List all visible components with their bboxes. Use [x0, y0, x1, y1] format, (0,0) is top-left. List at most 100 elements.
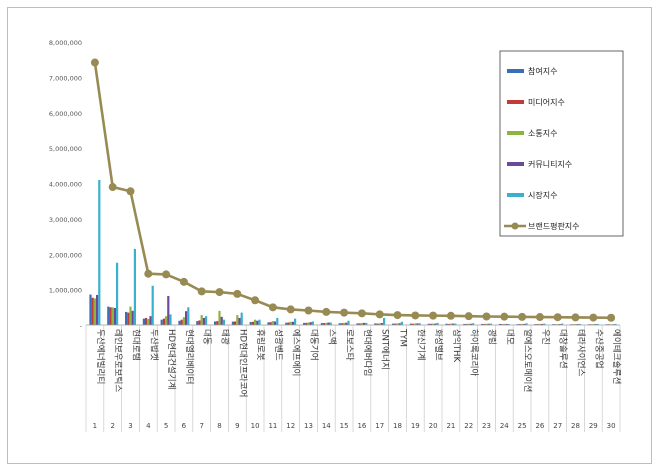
bar [552, 324, 555, 325]
bar [432, 323, 435, 325]
line-point [179, 277, 188, 286]
rank-label: 25 [518, 422, 527, 430]
bar [269, 322, 272, 325]
bar [507, 323, 510, 325]
line-point [233, 289, 242, 298]
rank-label: 21 [446, 422, 455, 430]
bar [596, 323, 599, 325]
rank-label: 26 [535, 422, 544, 430]
line-point [411, 311, 420, 320]
legend-label: 미디어지수 [528, 97, 565, 107]
bar [416, 323, 419, 325]
bar [383, 317, 386, 325]
category-label: 테라사이언스 [576, 329, 588, 377]
bar [180, 319, 183, 325]
bar [145, 317, 148, 325]
bar [414, 323, 417, 325]
bar [483, 323, 486, 325]
bar [541, 323, 544, 325]
bar [254, 319, 257, 325]
legend-swatch [507, 69, 524, 73]
bar [202, 317, 205, 325]
bar [200, 315, 203, 325]
category-label: HD현대건설기계 [166, 329, 178, 390]
bar [521, 323, 524, 325]
line-point [357, 309, 366, 318]
line-point [375, 310, 384, 319]
category-label: 대동 [202, 329, 213, 345]
bar [162, 318, 165, 325]
bar [133, 248, 136, 325]
bar [427, 323, 430, 325]
line-point [429, 311, 438, 320]
category-label: SNT에너지 [380, 329, 391, 370]
bar [149, 316, 152, 325]
line-point [500, 312, 509, 321]
bar [467, 323, 470, 325]
rank-label: 11 [268, 422, 277, 430]
bar [222, 319, 225, 325]
brand-reputation-chart: - 1,000,000 2,000,000 3,000,000 4,000,000 5,0… [49, 39, 624, 432]
y-tick-label: 2,000,000 [49, 251, 82, 259]
category-label: 두산밥캣 [148, 329, 159, 361]
category-label: 현대에버다임 [362, 329, 374, 376]
bar [358, 323, 361, 325]
bar [536, 324, 539, 325]
rank-label: 23 [482, 422, 491, 430]
category-label: 하이록코리아 [469, 329, 480, 377]
bar [256, 320, 259, 325]
bar [345, 322, 348, 325]
line-point [589, 313, 598, 322]
category-label: 대모 [504, 329, 515, 345]
bar [481, 323, 484, 325]
bar [309, 322, 312, 325]
bar [107, 306, 110, 325]
bar [311, 321, 314, 325]
bar [182, 317, 185, 325]
bar [234, 321, 237, 325]
bar [238, 317, 241, 325]
category-label: 로보스타 [344, 329, 355, 361]
line-point [446, 311, 455, 320]
line-point [535, 313, 544, 322]
rank-label: 13 [304, 422, 313, 430]
line-point [162, 270, 171, 279]
bar [165, 316, 168, 325]
rank-label: 9 [235, 422, 239, 430]
line-point [268, 303, 277, 312]
bar [363, 322, 366, 325]
bar [394, 323, 397, 325]
rank-label: 16 [357, 422, 366, 430]
rank-label: 17 [375, 422, 384, 430]
bar [452, 323, 455, 325]
bar [501, 324, 504, 325]
bar [556, 324, 559, 325]
category-label: 현대로템 [131, 329, 143, 361]
bar [409, 323, 412, 325]
category-label: 알에스오토메이션 [522, 329, 533, 392]
legend-swatch [507, 131, 524, 135]
bar [594, 324, 597, 325]
rank-label: 2 [110, 422, 114, 430]
bar [320, 323, 323, 325]
category-label: 성광벤드 [273, 329, 285, 361]
bar [205, 316, 208, 325]
bar [287, 322, 290, 325]
bar [169, 314, 172, 325]
legend-label: 시장지수 [528, 190, 557, 200]
line-point [144, 269, 153, 278]
bar [360, 323, 363, 325]
bar [258, 319, 261, 325]
line-point [108, 183, 117, 192]
rank-label: 10 [251, 422, 260, 430]
bar [525, 323, 528, 325]
bar [216, 321, 219, 325]
bar [109, 307, 112, 325]
category-label: 에이테크솔루션 [611, 329, 622, 384]
line-point [322, 307, 331, 316]
bar [196, 321, 199, 325]
category-label: 레인보우로보틱스 [113, 329, 125, 392]
line-point [553, 313, 562, 322]
bar [142, 318, 145, 325]
bar [251, 321, 254, 325]
